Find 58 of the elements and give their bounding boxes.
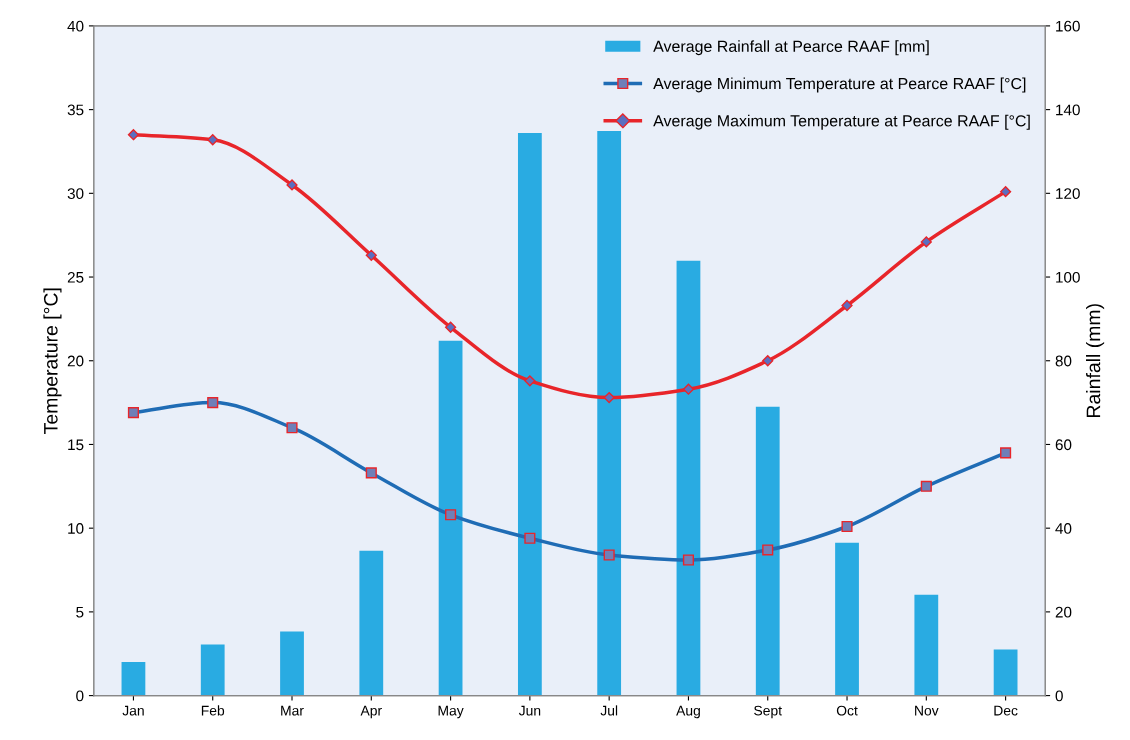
bar — [676, 260, 701, 696]
point — [603, 391, 615, 404]
bar — [200, 644, 225, 696]
point — [207, 134, 219, 146]
x-tick-label: Nov — [915, 705, 939, 716]
point — [920, 236, 932, 248]
bar — [359, 550, 384, 696]
y2-tick-label: 60 — [1055, 439, 1072, 451]
point — [841, 299, 853, 312]
y2-tick-label: 80 — [1055, 355, 1072, 367]
x-tick-label: Jul — [600, 705, 618, 716]
bar — [755, 406, 780, 696]
x-tick-label: Jan — [122, 705, 144, 716]
bar — [597, 130, 622, 696]
y-tick-label: 15 — [68, 439, 84, 451]
x-tick-label: Feb — [201, 705, 225, 716]
x-tick-label: Apr — [360, 705, 382, 719]
x-tick-label: Jun — [518, 705, 541, 716]
x-tick-label: Aug — [676, 705, 700, 719]
point — [762, 355, 774, 367]
bar — [993, 649, 1018, 696]
x-tick-label: Sept — [754, 705, 782, 719]
legend-label: Average Rainfall at Pearce RAAF [mm] — [653, 40, 929, 56]
y2-tick-label: 160 — [1056, 20, 1080, 32]
y2-tick-label: 0 — [1055, 690, 1063, 702]
point — [444, 321, 457, 333]
x-tick-label: Oct — [836, 705, 858, 716]
y-tick-label: 35 — [67, 104, 84, 116]
y2-tick-label: 40 — [1055, 523, 1072, 534]
y-tick-label: 20 — [67, 355, 84, 367]
bar — [438, 340, 463, 696]
y-tick-label: 5 — [76, 606, 84, 618]
bar — [280, 631, 304, 696]
y2-tick-label: 140 — [1056, 104, 1080, 116]
y-axis-title: Temperature [°C] — [43, 288, 62, 434]
y-tick-label: 0 — [76, 690, 84, 702]
point — [1000, 186, 1012, 198]
x-tick-label: Mar — [281, 705, 304, 716]
point — [682, 383, 695, 395]
legend-label: Average Minimum Temperature at Pearce RAAF [°C] — [653, 77, 1026, 93]
y2-tick-label: 20 — [1055, 606, 1072, 618]
bar — [914, 594, 939, 696]
point — [127, 129, 140, 141]
x-tick-label: Dec — [994, 705, 1018, 716]
point — [524, 375, 536, 387]
y2-tick-label: 100 — [1056, 271, 1080, 283]
point — [365, 249, 377, 261]
bar — [835, 542, 859, 696]
y-tick-label: 10 — [68, 523, 84, 534]
y-tick-label: 30 — [67, 188, 84, 200]
y2-axis-title: Rainfall (mm) — [1086, 304, 1105, 417]
bar — [517, 133, 542, 696]
y2-tick-label: 120 — [1056, 188, 1080, 200]
y-tick-label: 40 — [67, 20, 84, 32]
y-tick-label: 25 — [67, 271, 84, 283]
bar — [121, 662, 146, 696]
x-tick-label: May — [438, 705, 464, 719]
legend-label: Average Maximum Temperature at Pearce RAAF [°C] — [653, 114, 1030, 130]
